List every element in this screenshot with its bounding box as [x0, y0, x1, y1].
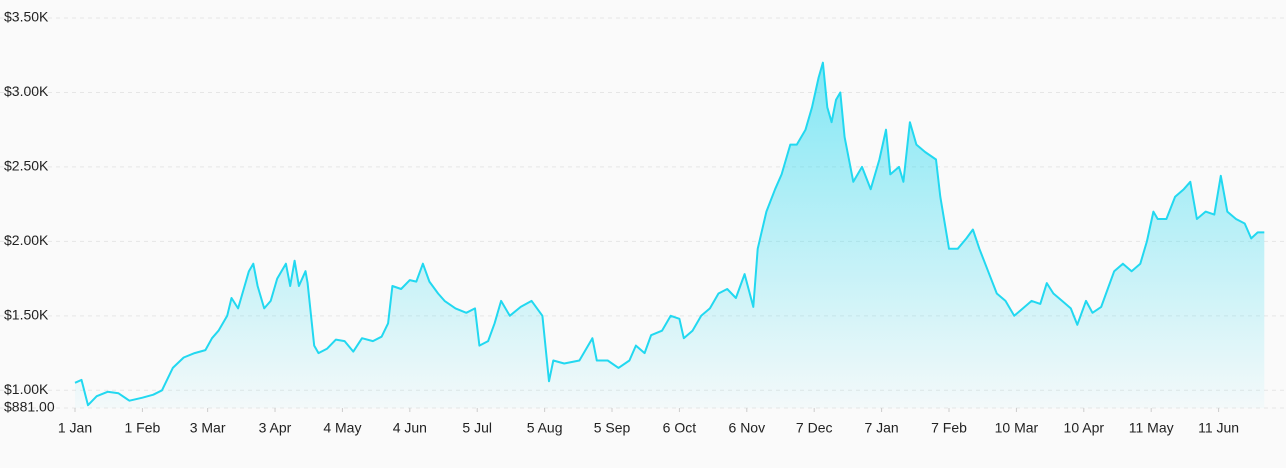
area-fill — [75, 62, 1265, 408]
x-tick-label: 10 Apr — [1064, 420, 1105, 436]
x-tick-label: 1 Feb — [124, 420, 160, 436]
y-tick-label: $1.50K — [4, 307, 49, 323]
x-tick-label: 7 Jan — [864, 420, 898, 436]
y-tick-label: $2.00K — [4, 232, 49, 248]
y-tick-label: $881.00 — [4, 399, 55, 415]
x-tick-label: 6 Oct — [663, 420, 697, 436]
x-tick-label: 4 May — [323, 420, 361, 436]
x-tick-label: 7 Feb — [931, 420, 967, 436]
x-tick-label: 6 Nov — [729, 420, 766, 436]
x-tick-label: 3 Mar — [190, 420, 226, 436]
y-tick-label: $3.00K — [4, 83, 49, 99]
x-tick-label: 4 Jun — [393, 420, 427, 436]
x-tick-label: 5 Sep — [594, 420, 631, 436]
x-tick-label: 7 Dec — [796, 420, 833, 436]
price-line — [74, 61, 1265, 407]
x-tick-label: 11 Jun — [1198, 420, 1239, 436]
y-tick-label: $3.50K — [4, 9, 49, 25]
y-tick-label: $2.50K — [4, 158, 49, 174]
x-tick-label: 10 Mar — [995, 420, 1039, 436]
x-tick-label: 11 May — [1129, 420, 1174, 436]
x-tick-label: 1 Jan — [58, 420, 92, 436]
x-tick-label: 5 Jul — [462, 420, 492, 436]
y-tick-label: $1.00K — [4, 381, 49, 397]
x-tick-label: 3 Apr — [259, 420, 292, 436]
x-tick-label: 5 Aug — [527, 420, 563, 436]
